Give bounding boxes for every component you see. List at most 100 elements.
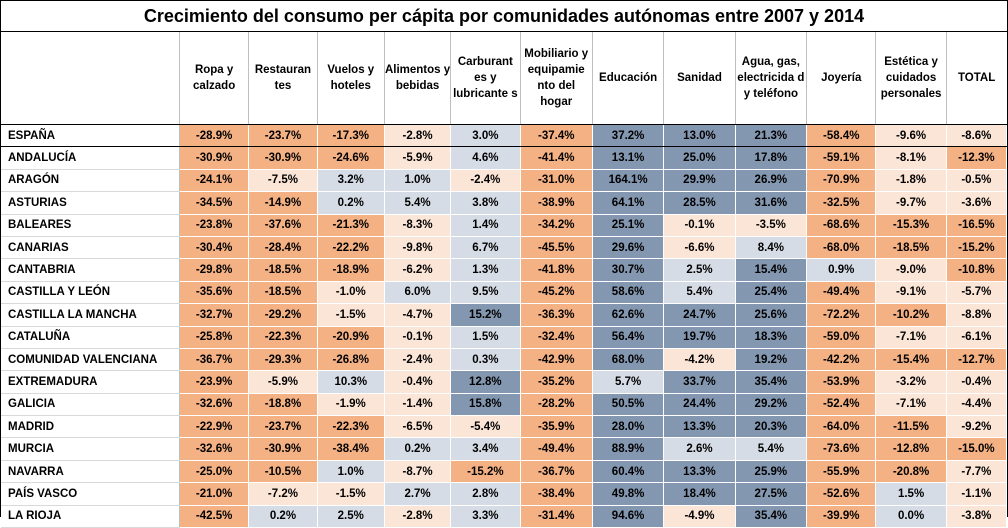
value-cell: 64.1% (592, 191, 665, 215)
value-cell: -68.0% (806, 236, 877, 260)
table-row: COMUNIDAD VALENCIANA -36.7% -29.3% -26.8% -2… (1, 348, 1008, 372)
value-cell: 5.4% (663, 281, 736, 305)
value-cell: -73.6% (806, 437, 877, 461)
value-cell: 30.7% (592, 258, 665, 282)
value-cell: 1.5% (875, 482, 947, 506)
value-cell: -3.5% (735, 214, 808, 237)
value-cell: -42.5% (179, 505, 250, 528)
value-cell: 0.2% (384, 437, 452, 461)
table-row: ANDALUCÍA -30.9% -30.9% -24.6% -5.9% 4.6% -41.… (1, 146, 1008, 170)
value-cell: -31.4% (520, 505, 593, 528)
value-cell: 13.3% (663, 460, 736, 484)
value-cell: 12.8% (450, 370, 521, 394)
value-cell: 28.5% (663, 191, 736, 215)
value-cell: -22.2% (317, 236, 385, 260)
value-cell: 3.2% (317, 169, 385, 193)
column-header: Educación (592, 32, 665, 125)
value-cell: -8.8% (946, 303, 1008, 327)
value-cell: 19.7% (663, 326, 736, 349)
value-cell: -5.4% (450, 415, 521, 439)
value-cell: -32.4% (520, 326, 593, 349)
value-cell: -2.8% (384, 124, 452, 148)
value-cell: -12.8% (875, 437, 947, 461)
table-row: CASTILLA Y LEÓN -35.6% -18.5% -1.0% 6.0% 9.5%… (1, 281, 1008, 305)
value-cell: 31.6% (735, 191, 808, 215)
table-row: LA RIOJA -42.5% 0.2% 2.5% -2.8% 3.3% -31.4% 94.… (1, 505, 1008, 528)
value-cell: 21.3% (735, 124, 808, 148)
value-cell: -36.7% (179, 348, 250, 372)
value-cell: -22.3% (317, 415, 385, 439)
value-cell: 29.2% (735, 393, 808, 417)
value-cell: -0.1% (384, 326, 452, 349)
table-row: ASTURIAS -34.5% -14.9% 0.2% 5.4% 3.8% -38.9% 64… (1, 191, 1008, 215)
value-cell: -10.5% (248, 460, 318, 484)
value-cell: -32.6% (179, 437, 250, 461)
value-cell: -7.1% (875, 326, 947, 349)
table-row: NAVARRA -25.0% -10.5% 1.0% -8.7% -15.2% -36.7%… (1, 460, 1008, 484)
column-header: Vuelos y hoteles (317, 32, 385, 125)
value-cell: -7.1% (875, 393, 947, 417)
table-body: ESPAÑA -28.9% -23.7% -17.3% -2.8% 3.0% -37.4% 3… (1, 124, 1008, 528)
value-cell: 2.8% (450, 482, 521, 506)
value-cell: 33.7% (663, 370, 736, 394)
value-cell: -8.1% (875, 146, 947, 170)
value-cell: -18.9% (317, 258, 385, 282)
region-name: ASTURIAS (1, 191, 180, 215)
value-cell: -32.7% (179, 303, 250, 327)
value-cell: -1.5% (317, 303, 385, 327)
value-cell: -41.4% (520, 146, 593, 170)
value-cell: 2.5% (317, 505, 385, 528)
value-cell: -4.4% (946, 393, 1008, 417)
value-cell: -6.6% (663, 236, 736, 260)
value-cell: 1.5% (450, 326, 521, 349)
value-cell: -49.4% (806, 281, 877, 305)
table-row: EXTREMADURA -23.9% -5.9% 10.3% -0.4% 12.8% -35… (1, 370, 1008, 394)
value-cell: -9.2% (946, 415, 1008, 439)
value-cell: -6.1% (946, 326, 1008, 349)
value-cell: -10.2% (875, 303, 947, 327)
value-cell: -34.5% (179, 191, 250, 215)
value-cell: -8.7% (384, 460, 452, 484)
value-cell: -36.3% (520, 303, 593, 327)
value-cell: -42.2% (806, 348, 877, 372)
value-cell: -9.8% (384, 236, 452, 260)
value-cell: -72.2% (806, 303, 877, 327)
table-row: ESPAÑA -28.9% -23.7% -17.3% -2.8% 3.0% -37.4% 3… (1, 124, 1008, 148)
value-cell: -17.3% (317, 124, 385, 148)
value-cell: -1.9% (317, 393, 385, 417)
value-cell: 1.4% (450, 214, 521, 237)
table-row: ARAGÓN -24.1% -7.5% 3.2% 1.0% -2.4% -31.0% 164.… (1, 169, 1008, 193)
value-cell: -18.5% (248, 281, 318, 305)
value-cell: -30.9% (179, 146, 250, 170)
value-cell: -59.1% (806, 146, 877, 170)
table-row: PAÍS VASCO -21.0% -7.2% -1.5% 2.7% 2.8% -38.4%… (1, 482, 1008, 506)
column-header: Alimentos y bebidas (384, 32, 452, 125)
value-cell: -6.5% (384, 415, 452, 439)
value-cell: -15.4% (875, 348, 947, 372)
value-cell: -39.9% (806, 505, 877, 528)
column-header: Joyería (806, 32, 877, 125)
value-cell: -1.1% (946, 482, 1008, 506)
value-cell: -49.4% (520, 437, 593, 461)
value-cell: -3.8% (946, 505, 1008, 528)
value-cell: -0.4% (946, 370, 1008, 394)
value-cell: 18.3% (735, 326, 808, 349)
value-cell: 68.0% (592, 348, 665, 372)
value-cell: -28.4% (248, 236, 318, 260)
value-cell: 3.3% (450, 505, 521, 528)
value-cell: -64.0% (806, 415, 877, 439)
value-cell: -30.9% (248, 437, 318, 461)
value-cell: 2.5% (663, 258, 736, 282)
value-cell: -7.5% (248, 169, 318, 193)
value-cell: 8.4% (735, 236, 808, 260)
value-cell: -12.7% (946, 348, 1008, 372)
value-cell: -15.2% (946, 236, 1008, 260)
value-cell: -3.6% (946, 191, 1008, 215)
value-cell: -30.9% (248, 146, 318, 170)
value-cell: -38.4% (520, 482, 593, 506)
value-cell: -1.4% (384, 393, 452, 417)
value-cell: 5.7% (592, 370, 665, 394)
table-row: GALICIA -32.6% -18.8% -1.9% -1.4% 15.8% -28.2%… (1, 393, 1008, 417)
region-name: CANARIAS (1, 236, 180, 260)
